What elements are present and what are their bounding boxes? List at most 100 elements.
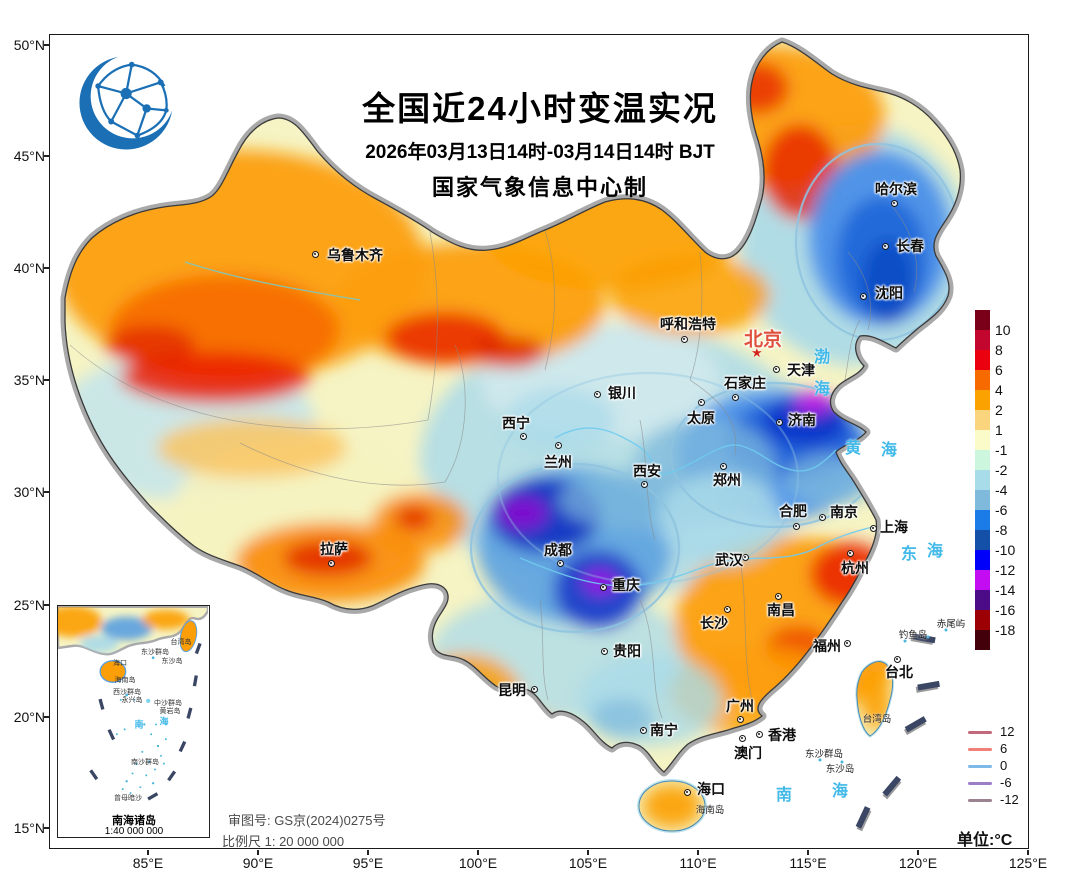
lat-label: 50°N	[13, 37, 45, 53]
inset-island-label: 南	[134, 719, 144, 730]
lon-label: 110°E	[679, 855, 717, 871]
lon-tick	[1027, 850, 1029, 855]
lat-label: 20°N	[13, 709, 45, 725]
lat-tick	[44, 491, 49, 493]
inset-island-label: 西沙群岛	[113, 689, 141, 696]
inset-island-label: 台湾岛	[170, 639, 192, 646]
colorbar-tick-value: -1	[995, 442, 1008, 458]
lon-tick	[147, 850, 149, 855]
lat-tick	[44, 267, 49, 269]
inset-island-label: 海	[159, 716, 169, 727]
offshore-island-dots	[818, 628, 948, 764]
inset-island-label: 曾母暗沙	[114, 795, 142, 802]
colorbar-tick-value: -6	[995, 502, 1008, 518]
inset-nine-dash	[89, 642, 202, 801]
contour-line-value: 0	[1000, 758, 1008, 773]
colorbar-cell	[975, 350, 990, 370]
lon-label: 105°E	[568, 855, 608, 871]
lat-tick	[44, 44, 49, 46]
source-credit: 国家气象信息中心制	[431, 175, 648, 200]
nine-dash-line	[855, 633, 940, 832]
contour-line-swatch	[968, 748, 992, 752]
contour-line-value: -6	[1000, 775, 1012, 790]
colorbar-tick-value: 8	[995, 342, 1003, 358]
colorbar-cell	[975, 310, 990, 330]
contour-line-swatch	[968, 731, 992, 735]
map-scale: 比例尺 1: 20 000 000	[222, 834, 345, 849]
page-title: 全国近24小时变温实况	[362, 90, 718, 127]
colorbar-tick-value: -8	[995, 522, 1008, 538]
contour-line-swatch	[968, 765, 992, 769]
inset-island-label: 海口	[113, 660, 127, 667]
colorbar-tick-value: -14	[995, 582, 1016, 598]
lon-tick	[697, 850, 699, 855]
inset-island-label: 东沙群岛	[141, 649, 169, 656]
inset-south-china-sea: 台湾岛 东沙群岛 东沙岛 海口 海南岛 西沙群岛 永兴岛 中沙群岛 黄岩岛南海南沙群岛 曾母暗沙 …	[56, 605, 210, 838]
lat-tick	[44, 716, 49, 718]
lat-label: 30°N	[13, 484, 45, 500]
inset-map	[56, 605, 210, 801]
lat-label: 40°N	[13, 260, 45, 276]
lat-tick	[44, 379, 49, 381]
lon-label: 85°E	[132, 855, 164, 871]
inset-island-label: 海南岛	[114, 677, 136, 684]
colorbar-tick-value: -4	[995, 482, 1008, 498]
lon-tick	[807, 850, 809, 855]
lon-tick	[587, 850, 589, 855]
colorbar-tick-value: 1	[995, 422, 1003, 438]
colorbar-tick-value: -12	[995, 562, 1016, 578]
colorbar-cell	[975, 470, 990, 490]
province-borders	[69, 205, 918, 719]
contour-line-value: 6	[1000, 741, 1008, 756]
contour-line-value: 12	[1000, 724, 1015, 739]
colorbar-tick-value: -10	[995, 542, 1016, 558]
colorbar-cell	[975, 530, 990, 550]
rivers	[184, 261, 873, 587]
colorbar-tick-value: 4	[995, 382, 1003, 398]
lon-label: 100°E	[458, 855, 498, 871]
colorbar-cell	[975, 630, 990, 650]
inset-island-label: 中沙群岛	[154, 700, 182, 707]
review-number: 审图号: GS京(2024)0275号	[228, 813, 386, 828]
colorbar-cell	[975, 570, 990, 590]
inset-scale: 1:40 000 000	[104, 826, 164, 837]
inset-island-label: 东沙岛	[161, 658, 183, 665]
lon-tick	[917, 850, 919, 855]
lat-label: 45°N	[13, 148, 45, 164]
colorbar-cell	[975, 410, 990, 430]
inset-island-label: 永兴岛	[121, 697, 143, 704]
colorbar-cell	[975, 430, 990, 450]
contour-line-swatch	[968, 799, 992, 803]
inset-island-label: 黄岩岛	[159, 708, 181, 715]
colorbar-cell	[975, 510, 990, 530]
contour-line-swatch	[968, 782, 992, 786]
lon-label: 115°E	[789, 855, 827, 871]
lat-label: 25°N	[13, 597, 45, 613]
contour-line-value: -12	[1000, 792, 1019, 807]
lon-tick	[257, 850, 259, 855]
temperature-colorbar	[975, 310, 990, 650]
lon-label: 125°E	[1008, 855, 1048, 871]
lat-tick	[44, 155, 49, 157]
colorbar-tick-value: -16	[995, 602, 1016, 618]
colorbar-tick-value: 2	[995, 402, 1003, 418]
colorbar-cell	[975, 550, 990, 570]
colorbar-tick-value: -18	[995, 622, 1016, 638]
lon-label: 90°E	[242, 855, 274, 871]
colorbar-cell	[975, 450, 990, 470]
header: 全国近24小时变温实况 2026年03月13日14时-03月14日14时 BJT…	[362, 82, 718, 202]
lon-tick	[477, 850, 479, 855]
valid-time-range: 2026年03月13日14时-03月14日14时 BJT	[365, 142, 715, 163]
lat-tick	[44, 827, 49, 829]
map-frame	[49, 34, 1029, 849]
colorbar-cell	[975, 390, 990, 410]
colorbar-tick-value: 10	[995, 322, 1011, 338]
lon-label: 120°E	[898, 855, 938, 871]
lat-label: 35°N	[13, 372, 45, 388]
colorbar-cell	[975, 590, 990, 610]
lat-label: 15°N	[13, 820, 45, 836]
lon-tick	[367, 850, 369, 855]
inset-island-label: 南沙群岛	[131, 759, 159, 766]
